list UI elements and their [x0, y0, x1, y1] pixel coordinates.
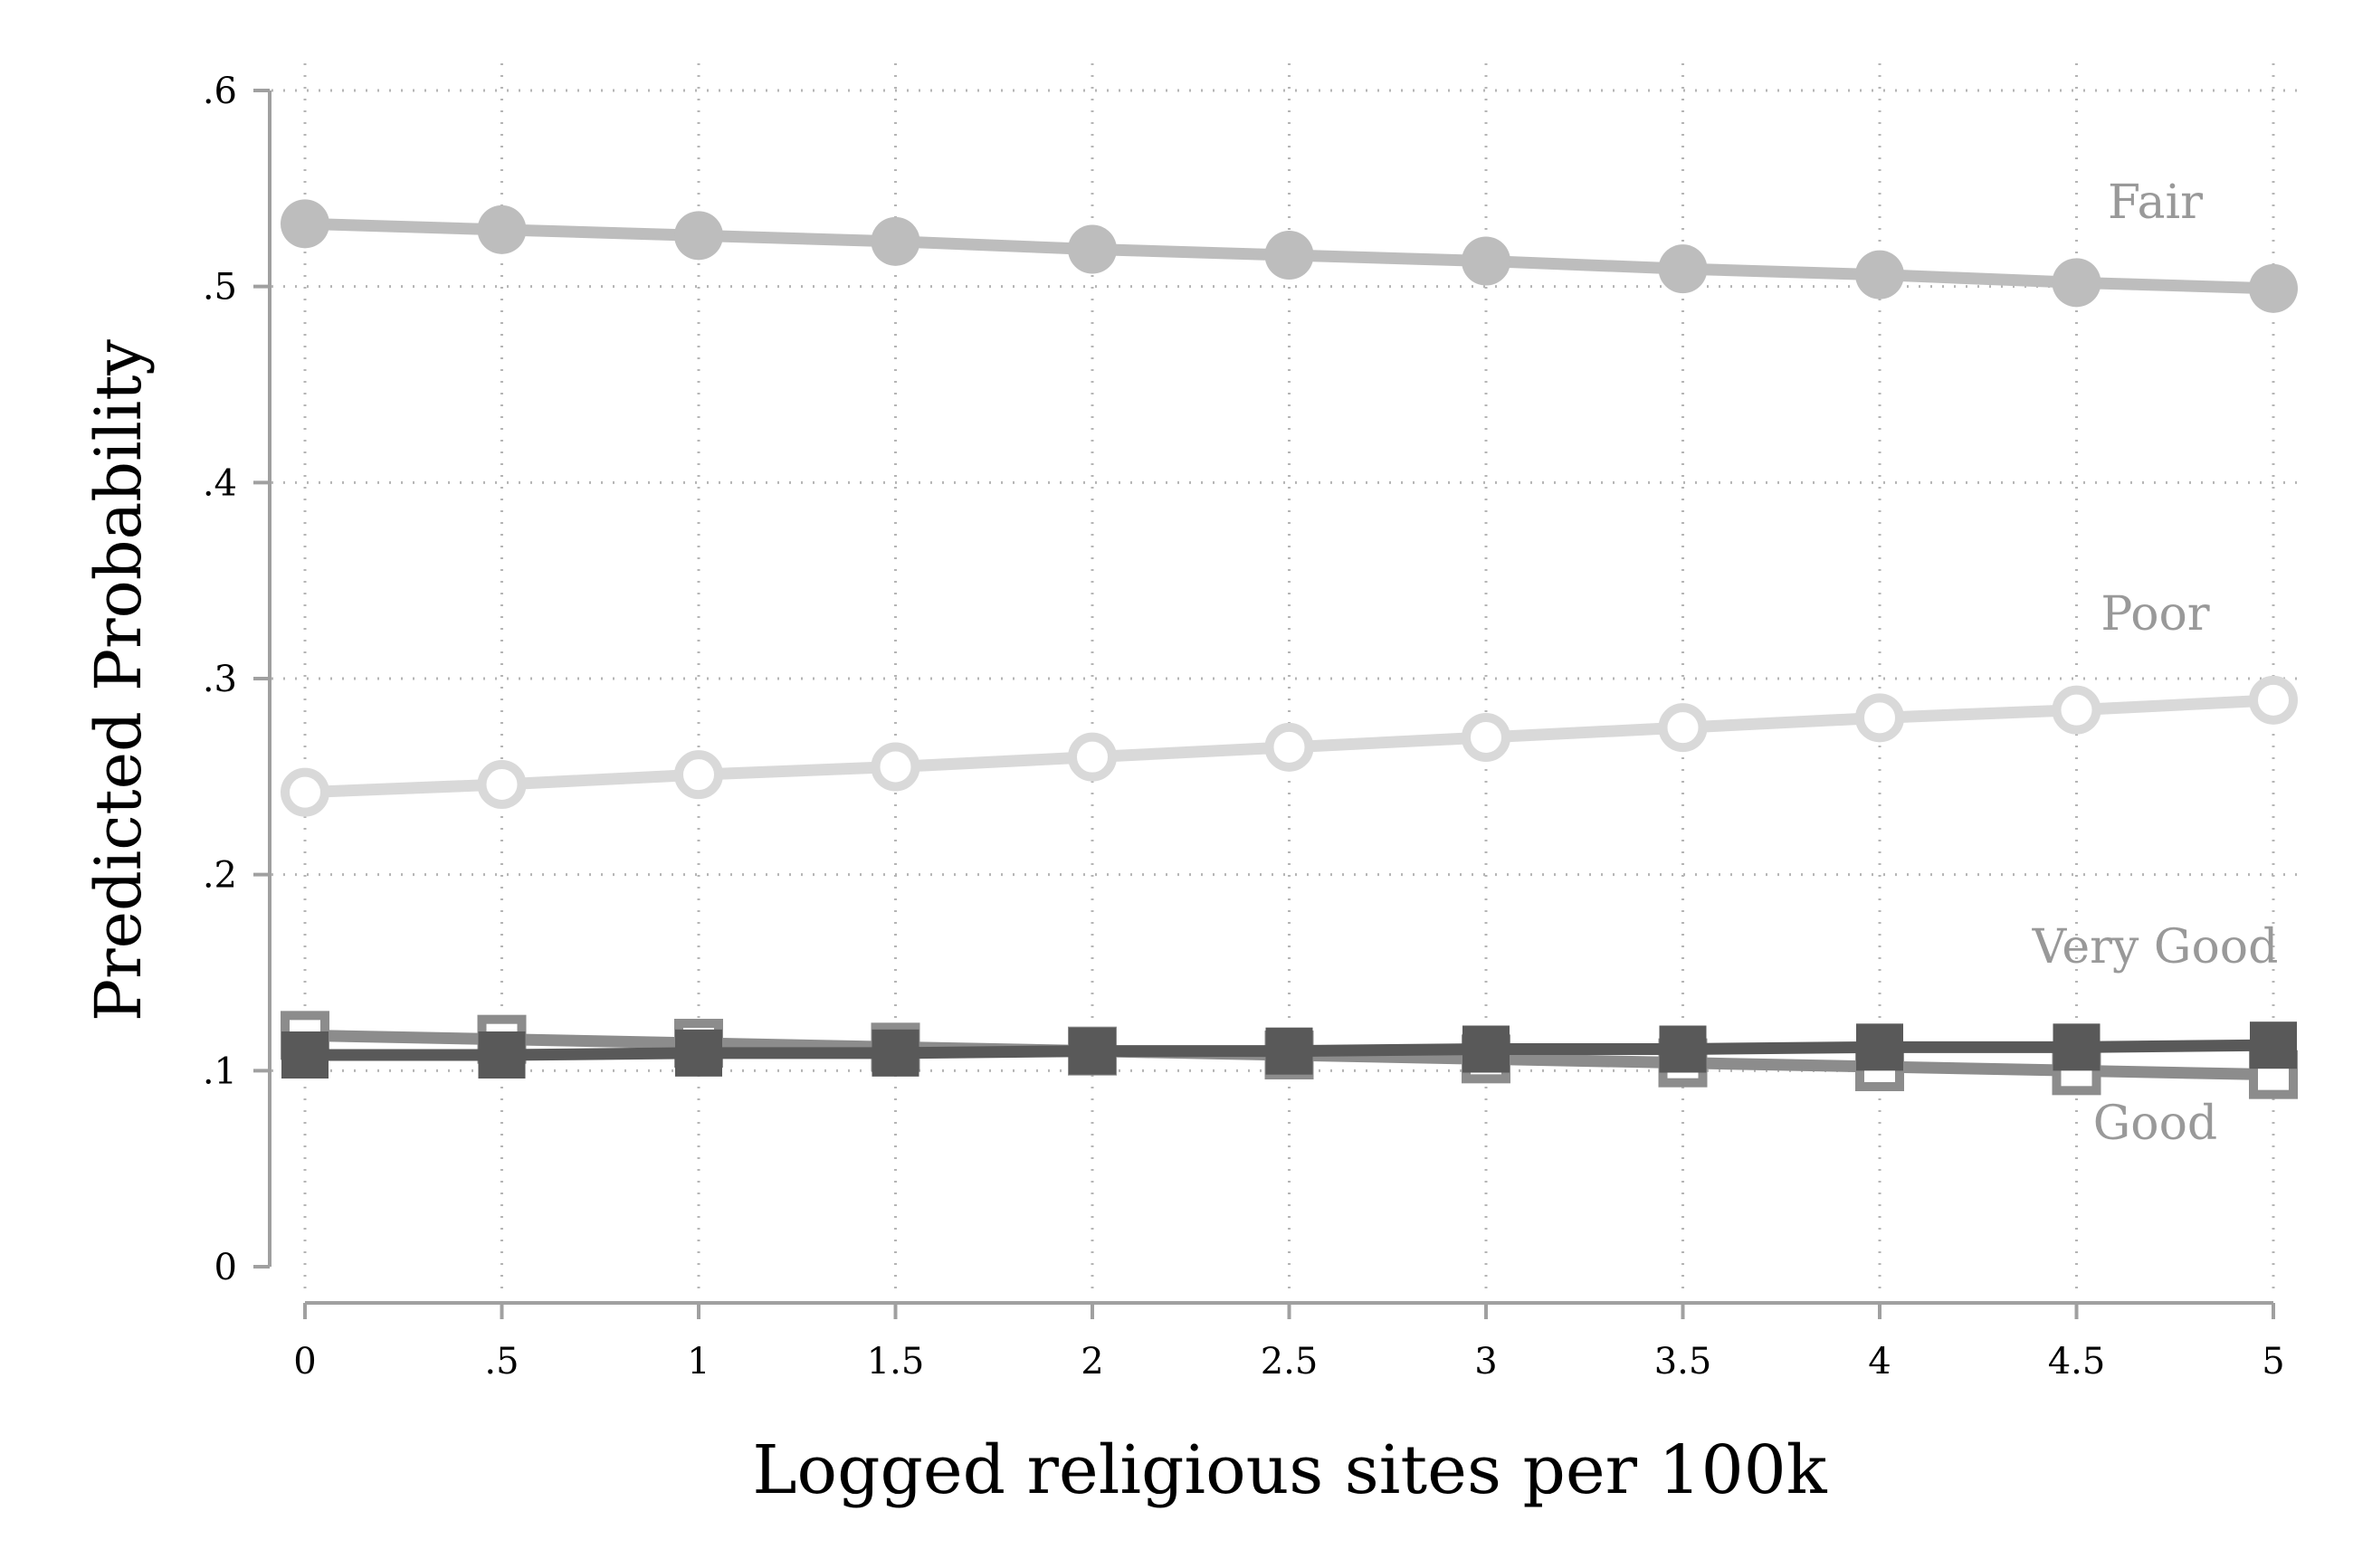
y-tick-label: .6 — [203, 71, 237, 112]
x-axis-ticks: 0 .5 1 1.5 2 2.5 3 3.5 4 4.5 5 — [293, 1303, 2285, 1383]
data-point — [2053, 1023, 2101, 1071]
x-tick-label: 4.5 — [2048, 1341, 2106, 1383]
data-point — [2249, 675, 2298, 725]
data-point — [872, 1029, 919, 1077]
data-point — [281, 199, 329, 249]
data-point — [281, 1031, 329, 1079]
series-labels: Fair Poor Very Good Good — [2032, 176, 2279, 1151]
series-label-very-good: Very Good — [2032, 920, 2279, 974]
y-tick-label: .2 — [203, 855, 237, 897]
x-tick-label: 2 — [1081, 1341, 1103, 1383]
data-point — [871, 742, 920, 792]
data-point — [1462, 713, 1510, 762]
data-point — [1068, 224, 1117, 274]
series-fair — [281, 199, 2298, 313]
data-point — [1069, 1027, 1116, 1075]
series-label-poor: Poor — [2101, 587, 2209, 641]
data-point — [1264, 722, 1314, 772]
y-axis-title: Predicted Probability — [81, 339, 156, 1022]
data-point — [674, 211, 723, 261]
data-point — [2052, 685, 2101, 735]
y-axis-ticks: 0 .1 .2 .3 .4 .5 .6 — [203, 71, 270, 1288]
x-tick-label: .5 — [484, 1341, 519, 1383]
data-point — [1462, 1025, 1510, 1073]
x-tick-label: 0 — [293, 1341, 316, 1383]
data-point — [478, 1031, 526, 1079]
data-point — [1659, 1025, 1707, 1073]
data-point — [871, 216, 920, 266]
data-point — [477, 760, 527, 809]
x-tick-label: 2.5 — [1261, 1341, 1319, 1383]
x-tick-label: 4 — [1868, 1341, 1891, 1383]
data-point — [2052, 258, 2101, 308]
data-point — [1855, 693, 1904, 743]
y-tick-label: .1 — [203, 1050, 237, 1092]
data-point — [1658, 244, 1708, 294]
series-label-fair: Fair — [2108, 176, 2203, 230]
data-point — [2250, 1022, 2297, 1069]
data-point — [675, 1029, 722, 1077]
series-very-good — [281, 1022, 2297, 1079]
series-label-good: Good — [2093, 1097, 2217, 1151]
x-tick-label: 3.5 — [1654, 1341, 1712, 1383]
y-tick-label: .4 — [203, 462, 237, 504]
data-point — [2249, 263, 2298, 313]
data-point — [1068, 732, 1117, 782]
y-tick-label: .5 — [203, 267, 237, 309]
data-point — [1264, 231, 1314, 280]
x-tick-label: 1.5 — [867, 1341, 925, 1383]
data-point — [1462, 236, 1510, 286]
x-tick-label: 3 — [1474, 1341, 1497, 1383]
y-tick-label: 0 — [214, 1247, 237, 1288]
data-point — [1265, 1027, 1313, 1075]
x-tick-label: 5 — [2262, 1341, 2284, 1383]
data-point — [1658, 703, 1708, 753]
data-point — [674, 750, 723, 800]
data-point — [477, 204, 527, 254]
y-tick-label: .3 — [203, 659, 237, 700]
x-tick-label: 1 — [687, 1341, 710, 1383]
series-group — [281, 199, 2298, 1099]
series-poor — [281, 675, 2298, 817]
data-point — [281, 767, 329, 817]
x-axis-title: Logged religious sites per 100k — [752, 1431, 1827, 1509]
data-point — [1855, 250, 1904, 299]
data-point — [1856, 1023, 1903, 1071]
